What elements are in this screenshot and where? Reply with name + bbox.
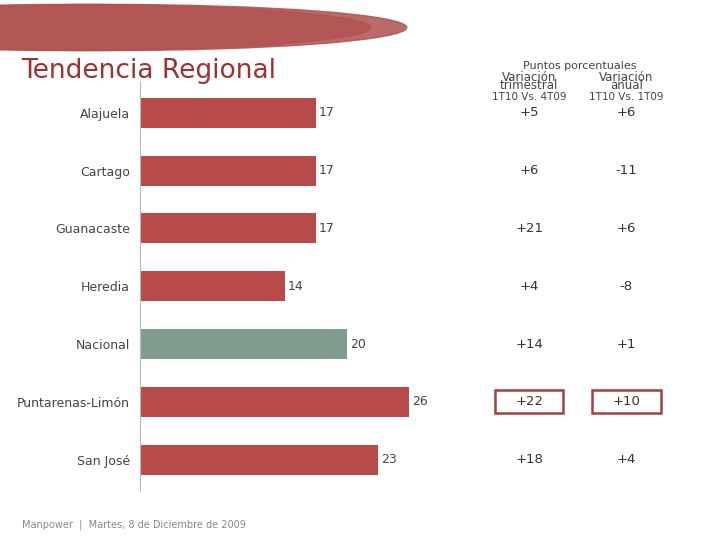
Text: 17: 17 — [319, 106, 335, 119]
Bar — [140, 98, 316, 128]
Text: anual: anual — [610, 79, 643, 92]
Text: 20: 20 — [350, 338, 366, 350]
Text: Variación: Variación — [599, 71, 654, 84]
Circle shape — [0, 4, 407, 51]
Bar — [140, 329, 347, 359]
Text: +1: +1 — [616, 338, 636, 350]
Text: +22: +22 — [516, 395, 543, 408]
Text: Variación: Variación — [502, 71, 557, 84]
Text: +6: +6 — [617, 222, 636, 235]
Bar — [140, 213, 316, 244]
Text: Encuesta de Expectativas de Empleo: Encuesta de Expectativas de Empleo — [415, 19, 698, 34]
Text: 17: 17 — [319, 164, 335, 177]
Text: +18: +18 — [516, 453, 543, 466]
Text: +21: +21 — [516, 222, 543, 235]
Text: +4: +4 — [520, 280, 539, 293]
Text: +6: +6 — [520, 164, 539, 177]
Bar — [140, 387, 409, 417]
Text: +4: +4 — [617, 453, 636, 466]
Text: -8: -8 — [620, 280, 633, 293]
Text: 26: 26 — [412, 395, 428, 408]
Circle shape — [0, 4, 371, 51]
Text: 23: 23 — [381, 453, 397, 466]
Circle shape — [0, 4, 335, 51]
Text: -11: -11 — [616, 164, 637, 177]
Text: Tendencia Regional: Tendencia Regional — [22, 58, 276, 84]
Text: 14: 14 — [288, 280, 304, 293]
Text: Puntos porcentuales: Puntos porcentuales — [523, 61, 636, 71]
Text: +5: +5 — [519, 106, 539, 119]
Bar — [140, 156, 316, 186]
Text: trimestral: trimestral — [500, 79, 559, 92]
Text: 1T10 Vs. 1T09: 1T10 Vs. 1T09 — [589, 91, 664, 102]
Text: 17: 17 — [319, 222, 335, 235]
Text: Manpower  |  Martes, 8 de Diciembre de 2009: Manpower | Martes, 8 de Diciembre de 200… — [22, 520, 246, 530]
Text: 1T10 Vs. 4T09: 1T10 Vs. 4T09 — [492, 91, 567, 102]
Text: +6: +6 — [617, 106, 636, 119]
Text: +14: +14 — [516, 338, 543, 350]
Bar — [140, 444, 378, 475]
Bar — [140, 271, 285, 301]
Text: +10: +10 — [613, 395, 640, 408]
